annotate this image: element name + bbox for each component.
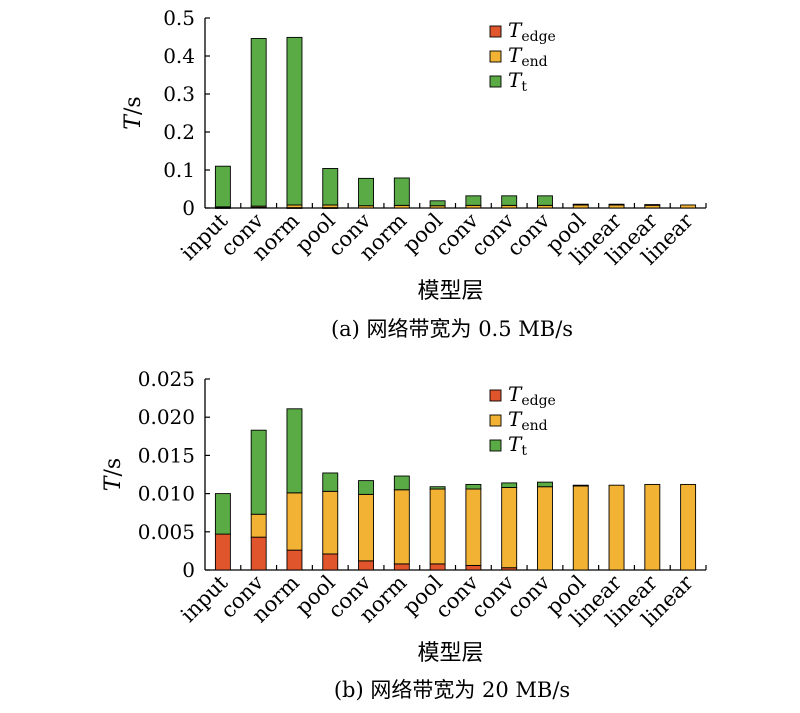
bar-segment-edge: [250, 536, 267, 571]
legend-swatch-t: [489, 439, 502, 452]
legend-label-edge: Tedge: [508, 382, 556, 409]
bar-segment-t: [644, 204, 661, 206]
bar-segment-end: [680, 483, 697, 571]
bar-segment-t: [286, 408, 303, 494]
bar-segment-end: [250, 513, 267, 538]
bar-segment-end: [286, 492, 303, 551]
bar-segment-edge: [358, 560, 374, 571]
bar-segment-t: [501, 482, 518, 488]
bar-segment-end: [322, 490, 339, 555]
bar-segment-edge: [286, 549, 303, 571]
bar-segment-t: [250, 429, 267, 515]
legend-label-edge: Tedge: [508, 18, 556, 45]
legend-label-t: Tt: [508, 432, 527, 459]
bar-segment-edge: [393, 563, 410, 571]
bar-segment-edge: [465, 564, 482, 571]
bar-segment-end: [537, 486, 553, 571]
bar-segment-end: [680, 204, 697, 209]
legend-label-end: Tend: [508, 43, 548, 70]
y-tick-label: 0.5: [163, 6, 195, 30]
bar-segment-end: [429, 488, 446, 565]
bar-segment-t: [214, 165, 231, 208]
bar-segment-t: [214, 493, 231, 535]
bar-segment-t: [537, 195, 553, 206]
bar-segment-t: [393, 475, 410, 491]
legend-swatch-end: [489, 414, 502, 427]
legend-swatch-end: [489, 50, 502, 63]
legend-label-t: Tt: [508, 68, 527, 95]
bar-segment-t: [286, 36, 303, 206]
chart-panel-a: 00.10.20.30.40.5inputconvnormpoolconvnor…: [121, 6, 707, 341]
y-tick-label: 0.010: [138, 482, 195, 506]
y-axis-title: T/s: [101, 458, 126, 491]
bar-segment-edge: [429, 563, 446, 571]
y-axis-title: T/s: [121, 96, 146, 129]
y-tick-label: 0: [182, 196, 195, 220]
bar-segment-t: [465, 483, 482, 490]
bar-segment-end: [608, 484, 625, 571]
bar-segment-end: [358, 493, 374, 562]
bar-segment-end: [501, 487, 518, 569]
legend-swatch-edge: [489, 389, 502, 402]
bar-segment-end: [393, 489, 410, 565]
y-tick-label: 0.3: [163, 82, 195, 106]
y-tick-label: 0.020: [138, 405, 195, 429]
y-tick-label: 0.005: [138, 520, 195, 544]
bar-segment-t: [322, 472, 339, 492]
bar-segment-t: [537, 481, 553, 488]
y-tick-label: 0: [182, 558, 195, 582]
y-tick-label: 0.1: [163, 158, 195, 182]
chart-panel-b: 00.0050.0100.0150.0200.025inputconvnormp…: [101, 367, 707, 702]
y-tick-label: 0.2: [163, 120, 195, 144]
legend-swatch-edge: [489, 25, 502, 38]
bar-segment-t: [393, 177, 410, 206]
bar-segment-t: [358, 480, 374, 495]
chart-caption: (a) 网络带宽为 0.5 MB/s: [331, 317, 573, 341]
bar-segment-end: [572, 485, 589, 571]
bar-segment-t: [501, 195, 518, 206]
bar-segment-t: [572, 203, 589, 206]
bar-segment-end: [644, 483, 661, 571]
bar-segment-edge: [214, 533, 231, 571]
y-tick-label: 0.4: [163, 44, 195, 68]
bar-segment-t: [358, 177, 374, 207]
bar-segment-t: [250, 38, 267, 207]
x-axis-title: 模型层: [417, 641, 483, 666]
chart-caption: (b) 网络带宽为 20 MB/s: [334, 678, 570, 702]
legend-swatch-t: [489, 75, 502, 88]
legend-label-end: Tend: [508, 407, 548, 434]
bar-segment-edge: [322, 553, 339, 571]
bar-segment-t: [322, 168, 339, 206]
bar-segment-t: [608, 203, 625, 206]
bar-segment-end: [465, 488, 482, 566]
bar-segment-t: [465, 195, 482, 206]
bar-segment-t: [429, 200, 446, 207]
x-axis-title: 模型层: [417, 279, 483, 304]
y-tick-label: 0.025: [138, 367, 195, 391]
bar-segment-t: [429, 486, 446, 490]
y-tick-label: 0.015: [138, 443, 195, 467]
bar-segment-t: [572, 484, 589, 487]
